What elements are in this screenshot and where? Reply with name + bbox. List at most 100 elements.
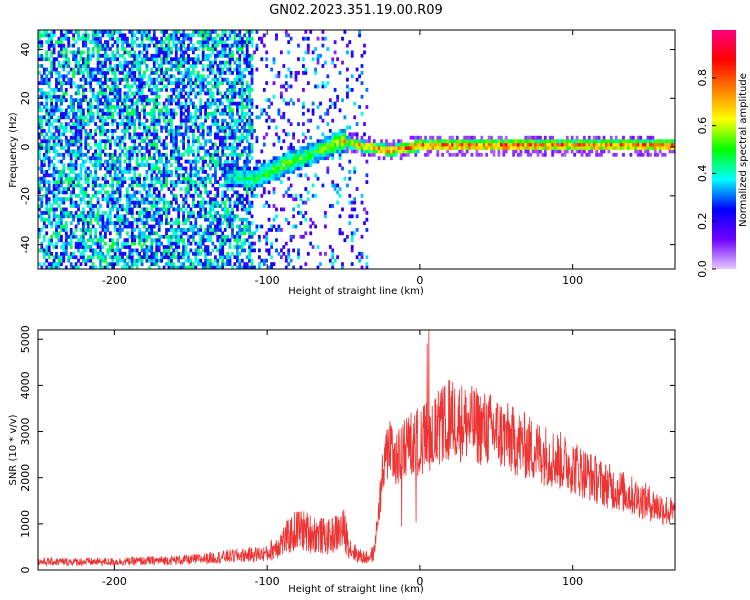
heatmap-cell	[302, 214, 305, 219]
heatmap-cell	[414, 135, 418, 140]
heatmap-cell	[96, 67, 100, 72]
heatmap-cell	[123, 60, 127, 65]
heatmap-cell	[250, 81, 254, 85]
heatmap-cell	[216, 200, 220, 205]
heatmap-cell	[184, 105, 188, 109]
heatmap-cell	[57, 94, 61, 99]
heatmap-cell	[99, 64, 102, 68]
heatmap-cell	[111, 33, 115, 38]
heatmap-cell	[52, 156, 56, 161]
heatmap-cell	[218, 245, 222, 249]
heatmap-cell	[94, 94, 97, 99]
heatmap-cell	[272, 170, 276, 174]
heatmap-cell	[187, 228, 190, 232]
heatmap-cell	[223, 64, 227, 68]
heatmap-cell	[245, 255, 249, 260]
heatmap-cell	[182, 166, 185, 171]
heatmap-cell	[101, 217, 105, 222]
heatmap-cell	[170, 190, 173, 195]
heatmap-cell	[157, 122, 161, 126]
heatmap-cell	[231, 170, 234, 174]
heatmap-cell	[206, 245, 210, 249]
heatmap-cell	[328, 98, 332, 103]
heatmap-cell	[165, 30, 168, 34]
heatmap-cell	[380, 146, 383, 150]
heatmap-cell	[128, 170, 132, 174]
heatmap-cell	[221, 77, 225, 82]
heatmap-cell	[174, 217, 178, 222]
heatmap-cell	[99, 115, 102, 120]
heatmap-cell	[57, 132, 61, 137]
heatmap-cell	[45, 77, 49, 82]
heatmap-cell	[121, 214, 124, 219]
heatmap-cell	[499, 139, 503, 144]
heatmap-cell	[160, 71, 163, 75]
heatmap-cell	[170, 204, 173, 208]
heatmap-cell	[113, 67, 117, 72]
heatmap-cell	[223, 170, 227, 174]
heatmap-cell	[167, 258, 171, 263]
heatmap-cell	[426, 142, 430, 147]
heatmap-cell	[40, 64, 44, 68]
heatmap-cell	[94, 193, 97, 198]
heatmap-cell	[360, 94, 364, 99]
heatmap-cell	[157, 207, 161, 212]
heatmap-cell	[40, 139, 44, 144]
heatmap-cell	[45, 105, 49, 109]
heatmap-cell	[275, 156, 278, 161]
heatmap-cell	[204, 211, 207, 215]
heatmap-cell	[130, 255, 134, 260]
heatmap-cell	[360, 139, 364, 144]
heatmap-cell	[206, 262, 210, 266]
heatmap-cell	[297, 71, 300, 75]
heatmap-cell	[67, 57, 71, 62]
heatmap-cell	[179, 173, 183, 178]
heatmap-cell	[245, 152, 249, 157]
heatmap-cell	[250, 122, 254, 126]
heatmap-cell	[360, 135, 364, 140]
heatmap-cell	[223, 47, 227, 51]
heatmap-cell	[262, 234, 266, 239]
heatmap-cell	[99, 60, 102, 65]
heatmap-cell	[101, 183, 105, 188]
heatmap-cell	[170, 173, 173, 178]
heatmap-cell	[338, 135, 342, 140]
heatmap-cell	[167, 159, 171, 164]
heatmap-cell	[358, 146, 361, 150]
heatmap-cell	[209, 33, 212, 38]
heatmap-cell	[355, 139, 359, 144]
heatmap-cell	[350, 149, 354, 154]
heatmap-cell	[284, 166, 288, 171]
heatmap-cell	[91, 36, 95, 41]
heatmap-cell	[79, 190, 83, 195]
heatmap-cell	[96, 50, 100, 55]
heatmap-cell	[480, 135, 484, 140]
heatmap-cell	[245, 129, 249, 133]
heatmap-cell	[240, 77, 244, 82]
heatmap-cell	[74, 135, 78, 140]
heatmap-cell	[111, 221, 115, 225]
heatmap-cell	[189, 248, 193, 253]
heatmap-cell	[236, 74, 239, 79]
heatmap-cell	[184, 207, 188, 212]
heatmap-cell	[265, 118, 269, 123]
heatmap-cell	[165, 135, 168, 140]
heatmap-cell	[209, 214, 212, 219]
heatmap-cell	[174, 231, 178, 236]
heatmap-cell	[57, 170, 61, 174]
heatmap-cell	[179, 265, 183, 269]
heatmap-cell	[60, 200, 63, 205]
heatmap-cell	[150, 173, 154, 178]
heatmap-cell	[297, 139, 300, 144]
heatmap-cell	[145, 159, 149, 164]
heatmap-cell	[40, 146, 44, 150]
heatmap-cell	[236, 129, 239, 133]
heatmap-cell	[309, 224, 313, 229]
heatmap-cell	[216, 91, 220, 96]
heatmap-cell	[304, 50, 308, 55]
heatmap-cell	[96, 238, 100, 243]
heatmap-cell	[182, 81, 185, 85]
heatmap-cell	[218, 53, 222, 58]
heatmap-cell	[170, 149, 173, 154]
heatmap-cell	[280, 228, 283, 232]
